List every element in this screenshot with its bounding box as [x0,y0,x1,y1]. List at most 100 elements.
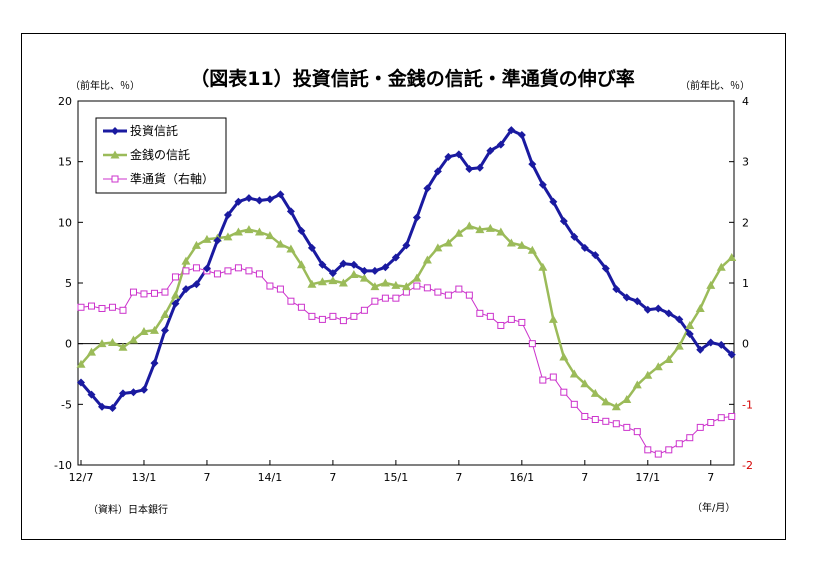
data-point-triangle [160,310,170,319]
data-point-triangle [464,221,474,230]
data-point-diamond [402,241,411,250]
data-point-diamond [381,263,390,272]
data-point-square [497,321,505,329]
data-point-diamond [423,184,432,193]
data-point-triangle [128,335,138,344]
data-point-triangle [569,369,579,378]
data-point-square [77,303,85,311]
data-point-square [434,288,442,296]
data-point-diamond [675,315,684,324]
data-point-triangle [149,325,159,334]
data-point-triangle [191,240,201,249]
data-point-diamond [622,293,631,302]
data-point-triangle [527,245,537,254]
data-point-square [728,412,736,420]
data-point-triangle [107,337,117,346]
data-point-square [570,400,578,408]
data-point-diamond [97,402,106,411]
data-point-triangle [170,290,180,299]
data-point-square [665,446,673,454]
data-point-diamond [265,195,274,204]
data-point-triangle [265,231,275,240]
data-point-diamond [444,152,453,161]
data-point-diamond [77,378,85,387]
data-point-square [213,270,221,278]
data-point-diamond [349,260,358,269]
data-point-triangle [559,352,569,361]
data-point-square [539,376,547,384]
data-point-square [486,312,494,320]
left-tick-label: 10 [58,216,72,229]
data-point-square [602,417,610,425]
x-tick-label: 13/1 [132,471,157,484]
data-point-square [108,303,116,311]
data-point-square [392,294,400,302]
chart-frame [21,33,786,540]
data-point-square [381,294,389,302]
right-tick-label: -1 [742,398,753,411]
data-point-diamond [664,309,673,318]
data-point-diamond [129,388,138,397]
data-point-square [444,291,452,299]
data-point-square [654,450,662,458]
x-tick-label: 7 [581,471,588,484]
data-point-square [87,302,95,310]
data-point-square [276,285,284,293]
data-point-diamond [181,285,190,294]
data-point-diamond [160,326,169,335]
data-point-triangle [338,278,348,287]
data-point-diamond [87,390,96,399]
data-point-triangle [97,339,107,348]
data-point-diamond [601,264,610,273]
data-point-square [255,270,263,278]
data-point-square [696,423,704,431]
data-point-diamond [517,130,526,139]
data-point-diamond [496,140,505,149]
data-point-diamond [643,305,652,314]
data-point-square [266,282,274,290]
data-point-diamond [286,207,295,216]
x-tick-label: 7 [203,471,210,484]
data-point-triangle [76,359,86,368]
data-point-square [192,264,200,272]
data-point-diamond [328,269,337,278]
data-point-square [413,282,421,290]
data-point-diamond [244,194,253,203]
right-axis-unit: （前年比、％） [680,81,750,92]
data-point-diamond [580,243,589,252]
data-point-square [287,297,295,305]
data-point-triangle [580,379,590,388]
data-point-square [686,434,694,442]
data-point-triangle [517,240,527,249]
data-point-square [465,291,473,299]
data-point-diamond [297,226,306,235]
data-point-square [297,303,305,311]
x-tick-label: 12/7 [69,471,94,484]
chart-title: （図表11）投資信託・金銭の信託・準通貨の伸び率 [190,68,635,90]
data-point-triangle [601,397,611,406]
data-point-triangle [286,244,296,253]
data-point-square [360,306,368,314]
data-point-triangle [695,303,705,312]
data-point-diamond [171,299,180,308]
data-point-diamond [412,213,421,222]
data-point-square [171,273,179,281]
data-point-square [234,264,242,272]
data-point-triangle [632,380,642,389]
data-point-triangle [664,354,674,363]
data-point-square [518,318,526,326]
left-tick-label: 0 [65,338,72,351]
data-point-square [245,267,253,275]
data-point-diamond [391,253,400,262]
data-point-square [455,285,463,293]
left-tick-label: -5 [61,398,72,411]
data-point-diamond [696,345,705,354]
data-point-triangle [223,232,233,241]
data-point-diamond [118,389,127,398]
data-point-square [675,440,683,448]
data-point-triangle [433,243,443,252]
x-tick-label: 15/1 [384,471,409,484]
data-point-diamond [654,304,663,313]
data-point-triangle [454,228,464,237]
